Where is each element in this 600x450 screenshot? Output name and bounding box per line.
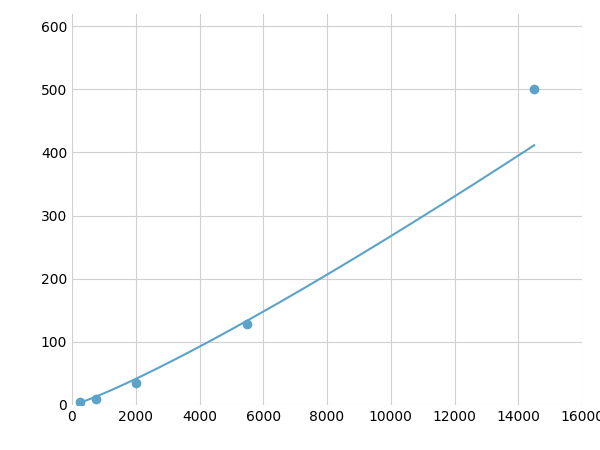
- Point: [529, 86, 539, 93]
- Point: [91, 395, 101, 402]
- Point: [242, 320, 252, 328]
- Point: [75, 398, 85, 405]
- Point: [131, 379, 140, 387]
